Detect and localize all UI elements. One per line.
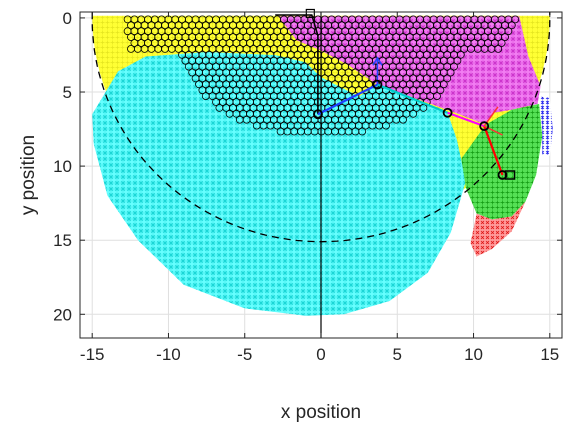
arm-link-2 [377, 83, 449, 114]
circle-marker [382, 121, 390, 130]
x-tick-label: 10 [464, 345, 483, 364]
circle-marker [504, 27, 513, 36]
arm-link-3 [447, 111, 485, 128]
y-axis-label: y position [18, 135, 39, 215]
red-region [470, 201, 526, 257]
circle-marker [439, 80, 448, 89]
arm-link-1 [317, 83, 378, 116]
arm-base-link [275, 14, 319, 115]
circle-marker [501, 33, 509, 41]
y-tick-label: 5 [63, 83, 72, 102]
x-tick-label: -5 [237, 345, 252, 364]
y-tick-label: 10 [53, 157, 72, 176]
axis-ticks: -15 -10 -5 0 5 10 15 0 5 10 15 20 [53, 9, 562, 364]
robot-arm [275, 8, 516, 180]
circle-marker [494, 45, 503, 53]
circle-marker [446, 68, 455, 77]
x-axis-label: x position [281, 402, 361, 423]
arm-joint-4 [497, 170, 508, 180]
x-tick-label: 15 [540, 345, 559, 364]
circle-marker [507, 21, 516, 30]
circle-marker [511, 15, 520, 24]
magenta-region [278, 16, 541, 125]
end-effector-marker [504, 170, 516, 180]
base-marker [305, 8, 315, 19]
arm-joint-0 [313, 109, 323, 120]
y-tick-label: 15 [53, 231, 72, 250]
circle-marker [358, 127, 367, 136]
circle-marker [436, 86, 445, 95]
circle-marker [433, 92, 441, 100]
x-tick-label: -10 [156, 345, 181, 364]
green-region [461, 103, 543, 220]
x-tick-label: -15 [80, 345, 105, 364]
arm-joint-1 [372, 79, 383, 90]
circle-marker [419, 104, 428, 112]
arm-joint-3 [479, 121, 490, 131]
circle-marker [497, 39, 506, 47]
blue-strip [539, 96, 553, 156]
arm-link-4 [483, 125, 504, 176]
frame-arrowhead-blue [372, 56, 383, 66]
workspace-boundary [91, 12, 551, 338]
y-tick-label: 20 [53, 305, 72, 324]
circle-marker [399, 115, 407, 124]
arm-joint-2 [442, 107, 453, 118]
circle-marker [409, 109, 418, 118]
y-tick-label: 0 [63, 9, 72, 28]
circle-marker [443, 74, 452, 83]
x-tick-label: 0 [316, 345, 325, 364]
circle-marker [456, 50, 465, 59]
x-tick-label: 5 [393, 345, 402, 364]
circle-marker [453, 56, 462, 65]
circle-marker [450, 62, 458, 71]
